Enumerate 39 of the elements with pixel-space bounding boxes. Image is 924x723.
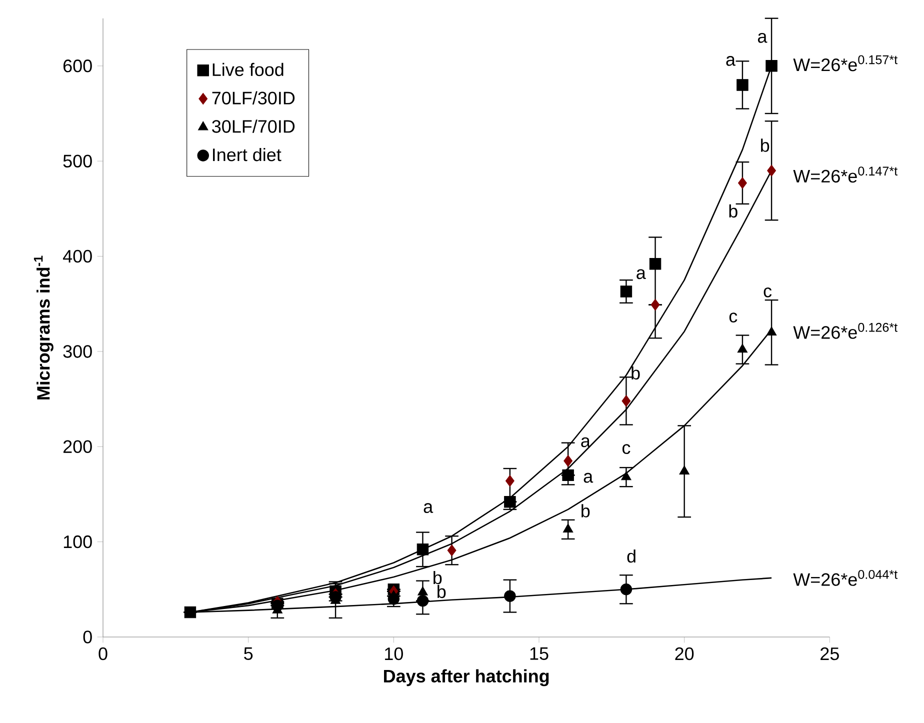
y-tick-label: 600 <box>63 60 92 72</box>
annotation: b <box>438 584 446 598</box>
annotation: W=26*e$^{0.147*t}$ <box>793 166 898 183</box>
x-tick-label: 10 <box>385 647 403 660</box>
annotation: c <box>729 312 738 322</box>
x-tick-label: 0 <box>98 647 108 660</box>
annotation: a <box>424 503 434 514</box>
legend-label: Live food <box>212 62 284 76</box>
annotation: b <box>582 504 590 518</box>
annotation: a <box>581 437 590 448</box>
annotation: b <box>434 570 442 584</box>
annotation: a <box>584 472 594 483</box>
annotation: W=26*e$^{0.044*t}$ <box>793 570 898 586</box>
annotation: W=26*e$^{0.157*t}$ <box>793 55 898 72</box>
annotation: d <box>627 549 636 563</box>
y-tick-label: 500 <box>63 154 92 168</box>
x-tick-label: 20 <box>675 647 694 660</box>
legend-label: 70LF/30ID <box>212 91 295 104</box>
y-tick-label: 100 <box>64 535 92 548</box>
annotation: c <box>622 444 630 454</box>
annotation: b <box>729 204 738 218</box>
annotation: a <box>726 56 736 66</box>
annotation: c <box>764 287 772 298</box>
x-tick-label: 25 <box>820 647 839 660</box>
legend-label: Inert diet <box>213 148 282 162</box>
annotation: a <box>758 32 768 43</box>
annotation: b <box>632 366 640 380</box>
y-tick-label: 0 <box>83 630 92 644</box>
x-tick-label: 5 <box>244 647 253 660</box>
y-tick-label: 300 <box>63 345 92 358</box>
y-tick-label: 200 <box>63 440 92 453</box>
y-axis-title: Micrograms ind$^{-1}$ <box>34 256 54 400</box>
annotation: b <box>761 138 770 152</box>
y-tick-label: 400 <box>62 250 92 263</box>
annotation: W=26*e$^{0.126*t}$ <box>793 322 898 339</box>
x-axis-title: Days after hatching <box>384 669 549 686</box>
x-tick-label: 15 <box>530 647 548 660</box>
annotation: a <box>636 269 646 280</box>
legend-label: 30LF/70ID <box>212 120 295 133</box>
